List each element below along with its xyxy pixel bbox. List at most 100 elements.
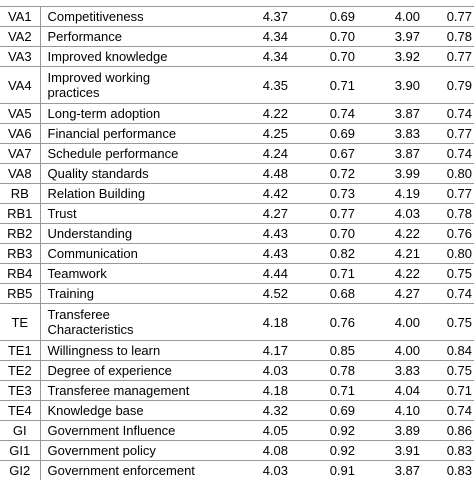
- factor-cell: Willingness to learn: [40, 341, 240, 361]
- factor-cell: Long-term adoption: [40, 104, 240, 124]
- mean-2-cell: 4.21: [365, 244, 430, 264]
- mean-2-cell: 3.92: [365, 47, 430, 67]
- code-cell: VA8: [0, 164, 40, 184]
- factor-cell: Schedule performance: [40, 144, 240, 164]
- mean-1-cell: 4.35: [240, 67, 298, 104]
- sd-2-cell: 0.80: [430, 164, 474, 184]
- factor-cell: Communication: [40, 244, 240, 264]
- sd-2-cell: 0.74: [430, 144, 474, 164]
- mean-1-cell: 4.18: [240, 304, 298, 341]
- mean-1-cell: 4.48: [240, 164, 298, 184]
- sd-1-cell: 0.71: [298, 67, 365, 104]
- code-cell: RB4: [0, 264, 40, 284]
- mean-1-cell: 4.25: [240, 124, 298, 144]
- mean-1-cell: 4.03: [240, 361, 298, 381]
- mean-1-cell: 4.44: [240, 264, 298, 284]
- sd-2-cell: 0.77: [430, 124, 474, 144]
- mean-1-cell: 4.43: [240, 224, 298, 244]
- sd-1-cell: 0.85: [298, 341, 365, 361]
- mean-2-cell: 4.00: [365, 341, 430, 361]
- sd-2-cell: 0.75: [430, 264, 474, 284]
- sd-1-cell: 0.70: [298, 47, 365, 67]
- code-cell: RB5: [0, 284, 40, 304]
- code-cell: GI2: [0, 461, 40, 480]
- sd-2-cell: 0.83: [430, 461, 474, 480]
- sd-1-cell: 0.67: [298, 144, 365, 164]
- factor-cell: Degree of experience: [40, 361, 240, 381]
- mean-2-cell: 3.89: [365, 421, 430, 441]
- sd-1-cell: 0.69: [298, 7, 365, 27]
- factor-cell: Trust: [40, 204, 240, 224]
- sd-2-cell: 0.78: [430, 27, 474, 47]
- mean-1-cell: 4.42: [240, 184, 298, 204]
- mean-1-cell: 4.03: [240, 461, 298, 480]
- sd-2-cell: 0.75: [430, 361, 474, 381]
- sd-1-cell: 0.71: [298, 381, 365, 401]
- mean-1-cell: 4.52: [240, 284, 298, 304]
- mean-2-cell: 4.22: [365, 224, 430, 244]
- sd-1-cell: 0.69: [298, 401, 365, 421]
- mean-2-cell: 3.91: [365, 441, 430, 461]
- mean-1-cell: 4.37: [240, 7, 298, 27]
- mean-2-cell: 3.99: [365, 164, 430, 184]
- mean-1-cell: 4.24: [240, 144, 298, 164]
- mean-1-cell: 4.17: [240, 341, 298, 361]
- mean-1-cell: 4.43: [240, 244, 298, 264]
- sd-1-cell: 0.78: [298, 361, 365, 381]
- code-cell: VA4: [0, 67, 40, 104]
- factor-cell: Training: [40, 284, 240, 304]
- mean-2-cell: 3.87: [365, 104, 430, 124]
- mean-2-cell: 4.04: [365, 381, 430, 401]
- code-cell: RB1: [0, 204, 40, 224]
- code-cell: VA6: [0, 124, 40, 144]
- factor-cell: Government policy: [40, 441, 240, 461]
- factor-cell: Teamwork: [40, 264, 240, 284]
- code-cell: TE1: [0, 341, 40, 361]
- sd-2-cell: 0.75: [430, 304, 474, 341]
- mean-2-cell: 4.03: [365, 204, 430, 224]
- code-cell: VA1: [0, 7, 40, 27]
- sd-2-cell: 0.83: [430, 441, 474, 461]
- code-cell: VA2: [0, 27, 40, 47]
- factor-cell: Competitiveness: [40, 7, 240, 27]
- factor-cell: Government Influence: [40, 421, 240, 441]
- factor-cell: Understanding: [40, 224, 240, 244]
- mean-1-cell: 4.34: [240, 47, 298, 67]
- factor-cell: Relation Building: [40, 184, 240, 204]
- sd-1-cell: 0.92: [298, 441, 365, 461]
- mean-2-cell: 4.00: [365, 304, 430, 341]
- mean-2-cell: 3.90: [365, 67, 430, 104]
- sd-2-cell: 0.77: [430, 7, 474, 27]
- sd-1-cell: 0.70: [298, 27, 365, 47]
- mean-2-cell: 4.00: [365, 7, 430, 27]
- sd-2-cell: 0.77: [430, 47, 474, 67]
- code-cell: VA5: [0, 104, 40, 124]
- mean-2-cell: 4.19: [365, 184, 430, 204]
- sd-1-cell: 0.70: [298, 224, 365, 244]
- sd-2-cell: 0.76: [430, 224, 474, 244]
- code-cell: GI1: [0, 441, 40, 461]
- sd-2-cell: 0.86: [430, 421, 474, 441]
- factor-cell: Transferee management: [40, 381, 240, 401]
- sd-2-cell: 0.77: [430, 184, 474, 204]
- sd-1-cell: 0.68: [298, 284, 365, 304]
- factor-cell: Financial performance: [40, 124, 240, 144]
- sd-2-cell: 0.74: [430, 104, 474, 124]
- code-cell: VA3: [0, 47, 40, 67]
- factor-cell: Improved knowledge: [40, 47, 240, 67]
